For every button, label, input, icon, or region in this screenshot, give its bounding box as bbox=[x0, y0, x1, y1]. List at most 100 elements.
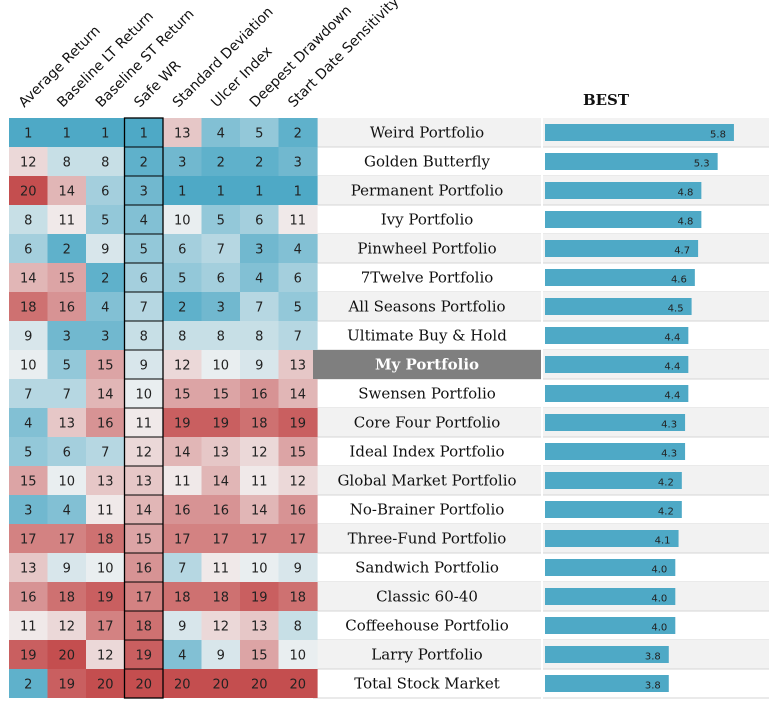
portfolio-names: Weird Portfolio Golden Butterfly Permanent… bbox=[313, 124, 541, 693]
portfolio-name: Golden Butterfly bbox=[364, 153, 491, 171]
cell-value: 19 bbox=[97, 591, 114, 606]
cell-value: 16 bbox=[20, 591, 37, 606]
heatmap-cell bbox=[201, 263, 241, 292]
cell-value: 13 bbox=[135, 475, 152, 490]
heatmap-cell bbox=[163, 669, 203, 698]
cell-value: 10 bbox=[135, 388, 152, 403]
heatmap-cell bbox=[9, 611, 49, 640]
score-bar-label: 4.5 bbox=[668, 304, 684, 315]
heatmap-cell bbox=[163, 205, 203, 234]
portfolio-name: Permanent Portfolio bbox=[351, 182, 504, 200]
heatmap-cell bbox=[47, 176, 87, 205]
heatmap-cell bbox=[47, 553, 87, 582]
cell-value: 19 bbox=[135, 649, 152, 664]
heatmap-cell bbox=[86, 147, 126, 176]
cell-value: 9 bbox=[101, 243, 109, 258]
cell-value: 1 bbox=[217, 185, 225, 200]
score-bar bbox=[545, 182, 702, 199]
portfolio-name: Coffeehouse Portfolio bbox=[345, 617, 509, 635]
heatmap-cell bbox=[163, 292, 203, 321]
heatmap-cell bbox=[9, 118, 49, 147]
cell-value: 4 bbox=[101, 301, 109, 316]
heatmap-cell bbox=[201, 669, 241, 698]
heatmap-cell bbox=[124, 669, 164, 698]
heatmap-cell bbox=[124, 553, 164, 582]
cell-value: 6 bbox=[294, 272, 302, 287]
heatmap-cell bbox=[86, 582, 126, 611]
cell-value: 14 bbox=[58, 185, 75, 200]
heatmap-cell bbox=[278, 640, 318, 669]
cell-value: 5 bbox=[255, 127, 263, 142]
cell-value: 4 bbox=[255, 272, 263, 287]
heatmap-cell bbox=[9, 669, 49, 698]
score-bar-label: 4.3 bbox=[661, 420, 677, 431]
heatmap-cell bbox=[201, 234, 241, 263]
cell-value: 15 bbox=[135, 533, 152, 548]
score-bar bbox=[545, 240, 699, 257]
heatmap-cell bbox=[163, 176, 203, 205]
cell-value: 3 bbox=[101, 330, 109, 345]
score-bar bbox=[545, 588, 676, 605]
score-bar-label: 4.8 bbox=[677, 188, 693, 199]
cell-value: 2 bbox=[217, 156, 225, 171]
cell-value: 12 bbox=[135, 446, 152, 461]
heatmap-cell bbox=[124, 263, 164, 292]
heatmap-cell bbox=[278, 147, 318, 176]
cell-value: 19 bbox=[174, 417, 191, 432]
cell-value: 9 bbox=[217, 649, 225, 664]
heatmap-cell bbox=[163, 234, 203, 263]
heatmap-cell bbox=[124, 640, 164, 669]
heatmap-cell bbox=[278, 582, 318, 611]
cell-value: 11 bbox=[289, 214, 306, 229]
portfolio-name: Sandwich Portfolio bbox=[355, 559, 499, 577]
cell-value: 18 bbox=[174, 591, 191, 606]
heatmap-cell bbox=[47, 437, 87, 466]
cell-value: 20 bbox=[20, 185, 37, 200]
score-bar-label: 4.4 bbox=[664, 333, 680, 344]
heatmap-cell bbox=[240, 379, 280, 408]
heatmap-cell bbox=[86, 234, 126, 263]
cell-value: 10 bbox=[251, 562, 268, 577]
cell-value: 1 bbox=[255, 185, 263, 200]
heatmap-cell bbox=[201, 437, 241, 466]
cell-value: 10 bbox=[20, 359, 37, 374]
cell-value: 2 bbox=[178, 301, 186, 316]
score-bar-label: 3.8 bbox=[645, 652, 661, 663]
heatmap-cell bbox=[201, 611, 241, 640]
cell-value: 1 bbox=[294, 185, 302, 200]
heatmap-cell bbox=[163, 611, 203, 640]
cell-value: 16 bbox=[97, 417, 114, 432]
cell-value: 8 bbox=[255, 330, 263, 345]
score-bar bbox=[545, 414, 686, 431]
portfolio-name: Larry Portfolio bbox=[371, 646, 482, 664]
cell-value: 4 bbox=[217, 127, 225, 142]
portfolio-name: Ivy Portfolio bbox=[381, 211, 474, 229]
score-bar bbox=[545, 530, 679, 547]
heatmap-cell bbox=[163, 466, 203, 495]
heatmap-cell bbox=[86, 495, 126, 524]
score-bar bbox=[545, 617, 676, 634]
heatmap-cell bbox=[9, 234, 49, 263]
portfolio-name: Core Four Portfolio bbox=[354, 414, 500, 432]
cell-value: 1 bbox=[63, 127, 71, 142]
portfolio-name: Weird Portfolio bbox=[370, 124, 484, 142]
cell-value: 13 bbox=[289, 359, 306, 374]
cell-value: 3 bbox=[178, 156, 186, 171]
heatmap-cell bbox=[124, 234, 164, 263]
heatmap-cell bbox=[124, 466, 164, 495]
heatmap-cell bbox=[124, 321, 164, 350]
portfolio-name: 7Twelve Portfolio bbox=[361, 269, 494, 287]
heatmap-cell bbox=[240, 640, 280, 669]
heatmap-cell bbox=[86, 321, 126, 350]
heatmap-cell bbox=[9, 437, 49, 466]
cell-value: 1 bbox=[24, 127, 32, 142]
heatmap-cell bbox=[163, 118, 203, 147]
heatmap-cell bbox=[124, 147, 164, 176]
heatmap-cell bbox=[163, 321, 203, 350]
heatmap-cell bbox=[47, 669, 87, 698]
heatmap-cell bbox=[47, 147, 87, 176]
heatmap-cell bbox=[124, 118, 164, 147]
cell-value: 14 bbox=[135, 504, 152, 519]
row-backgrounds bbox=[313, 118, 769, 699]
